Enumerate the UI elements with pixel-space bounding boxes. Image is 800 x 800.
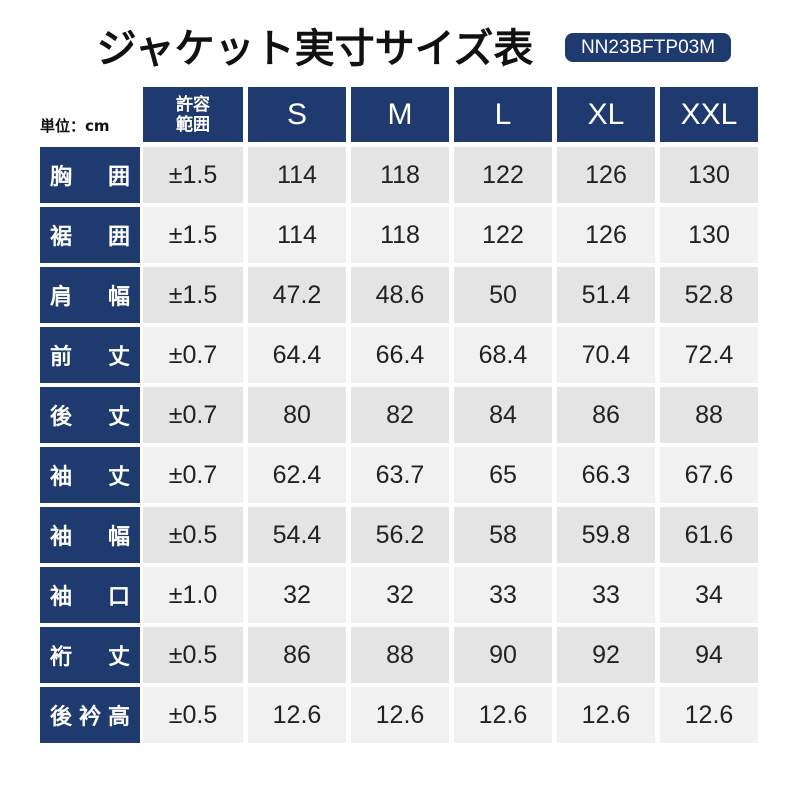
measurement: 12.6 xyxy=(660,687,758,743)
tolerance: ±0.5 xyxy=(143,507,243,563)
row-label-text: 肩幅 xyxy=(50,285,130,310)
measurement: 56.2 xyxy=(351,507,449,563)
row-label: 袖口 xyxy=(40,567,140,623)
measurement: 48.6 xyxy=(351,267,449,323)
row-label-text: 胸囲 xyxy=(50,165,130,190)
title: ジャケット実寸サイズ表 xyxy=(96,26,534,72)
tolerance-header-line: 範囲 xyxy=(176,114,210,135)
measurement: 12.6 xyxy=(351,687,449,743)
row-label-text: 袖口 xyxy=(50,585,130,610)
tolerance: ±0.7 xyxy=(143,447,243,503)
size-header: XXL xyxy=(660,87,758,142)
size-header: XL xyxy=(557,87,655,142)
measurement: 52.8 xyxy=(660,267,758,323)
row-label: 袖丈 xyxy=(40,447,140,503)
measurement: 12.6 xyxy=(557,687,655,743)
measurement: 90 xyxy=(454,627,552,683)
measurement: 118 xyxy=(351,207,449,263)
measurement: 51.4 xyxy=(557,267,655,323)
measurement: 118 xyxy=(351,147,449,203)
measurement: 130 xyxy=(660,147,758,203)
row-label: 裄丈 xyxy=(40,627,140,683)
tolerance-header-line: 許容 xyxy=(176,94,210,115)
measurement: 32 xyxy=(248,567,346,623)
measurement: 66.4 xyxy=(351,327,449,383)
row-label-text: 裄丈 xyxy=(50,645,130,670)
measurement: 61.6 xyxy=(660,507,758,563)
measurement: 33 xyxy=(557,567,655,623)
row-label: 後丈 xyxy=(40,387,140,443)
measurement: 70.4 xyxy=(557,327,655,383)
unit: 単位：cm xyxy=(40,116,110,135)
row-label: 袖幅 xyxy=(40,507,140,563)
measurement: 32 xyxy=(351,567,449,623)
measurement: 80 xyxy=(248,387,346,443)
row-label-text: 裾囲 xyxy=(50,225,130,250)
row-label: 胸囲 xyxy=(40,147,140,203)
measurement: 86 xyxy=(557,387,655,443)
tolerance: ±0.5 xyxy=(143,687,243,743)
measurement: 84 xyxy=(454,387,552,443)
measurement: 47.2 xyxy=(248,267,346,323)
measurement: 126 xyxy=(557,207,655,263)
measurement: 86 xyxy=(248,627,346,683)
measurement: 62.4 xyxy=(248,447,346,503)
measurement: 126 xyxy=(557,147,655,203)
measurement: 88 xyxy=(660,387,758,443)
measurement: 114 xyxy=(248,207,346,263)
size-header: S xyxy=(248,87,346,142)
tolerance: ±0.7 xyxy=(143,387,243,443)
measurement: 122 xyxy=(454,207,552,263)
tolerance: ±1.5 xyxy=(143,267,243,323)
measurement: 33 xyxy=(454,567,552,623)
measurement: 12.6 xyxy=(454,687,552,743)
measurement: 68.4 xyxy=(454,327,552,383)
tolerance: ±0.7 xyxy=(143,327,243,383)
row-label-text: 前丈 xyxy=(50,345,130,370)
measurement: 122 xyxy=(454,147,552,203)
measurement: 58 xyxy=(454,507,552,563)
measurement: 50 xyxy=(454,267,552,323)
size-header: L xyxy=(454,87,552,142)
measurement: 54.4 xyxy=(248,507,346,563)
measurement: 92 xyxy=(557,627,655,683)
measurement: 67.6 xyxy=(660,447,758,503)
measurement: 94 xyxy=(660,627,758,683)
size-header: M xyxy=(351,87,449,142)
measurement: 63.7 xyxy=(351,447,449,503)
row-label-text: 袖丈 xyxy=(50,465,130,490)
row-label-text: 後丈 xyxy=(50,405,130,430)
row-label: 裾囲 xyxy=(40,207,140,263)
product-code: NN23BFTP03M xyxy=(565,33,731,62)
tolerance-header: 許容 範囲 xyxy=(143,87,243,142)
row-label-text: 袖幅 xyxy=(50,525,130,550)
measurement: 64.4 xyxy=(248,327,346,383)
tolerance: ±1.0 xyxy=(143,567,243,623)
measurement: 59.8 xyxy=(557,507,655,563)
row-label-text: 後衿高 xyxy=(50,705,130,730)
measurement: 88 xyxy=(351,627,449,683)
measurement: 12.6 xyxy=(248,687,346,743)
measurement: 82 xyxy=(351,387,449,443)
measurement: 114 xyxy=(248,147,346,203)
measurement: 72.4 xyxy=(660,327,758,383)
tolerance: ±1.5 xyxy=(143,147,243,203)
tolerance: ±1.5 xyxy=(143,207,243,263)
measurement: 34 xyxy=(660,567,758,623)
row-label: 肩幅 xyxy=(40,267,140,323)
measurement: 65 xyxy=(454,447,552,503)
tolerance: ±0.5 xyxy=(143,627,243,683)
row-label: 前丈 xyxy=(40,327,140,383)
measurement: 66.3 xyxy=(557,447,655,503)
row-label: 後衿高 xyxy=(40,687,140,743)
measurement: 130 xyxy=(660,207,758,263)
